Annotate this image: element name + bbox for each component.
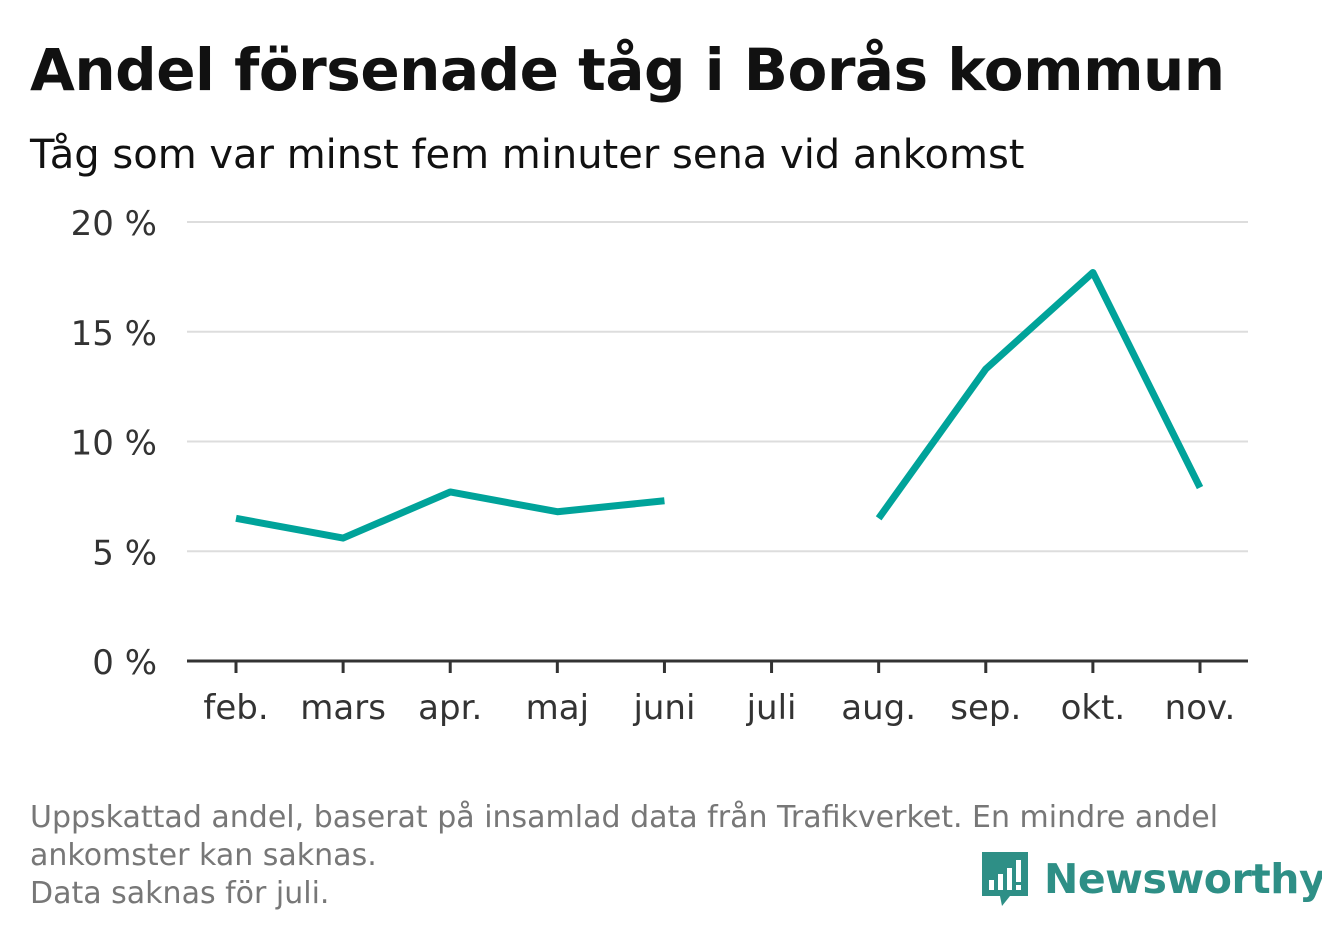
series-lines: [235, 268, 1204, 542]
y-tick-label: 0 %: [92, 643, 157, 683]
footnote-line-2: ankomster kan saknas.: [30, 838, 377, 873]
chart-title: Andel försenade tåg i Borås kommun: [30, 36, 1225, 104]
x-axis-ticks: feb. mars apr. maj juni juli aug. sep. okt. nov.: [203, 661, 1235, 728]
chart-subtitle: Tåg som var minst fem minuter sena vid a…: [30, 132, 1025, 178]
y-tick-label: 20 %: [71, 204, 157, 244]
x-tick-label: maj: [526, 688, 589, 728]
x-tick-label: apr.: [418, 688, 482, 728]
x-tick-label: sep.: [950, 688, 1021, 728]
x-tick-label: feb.: [203, 688, 268, 728]
brand-name: Newsworthy: [1044, 855, 1322, 903]
line-chart: 0 % 5 % 10 % 15 % 20 % feb. mars apr. maj juni ju…: [71, 204, 1248, 728]
footnote-line-3: Data saknas för juli.: [30, 876, 330, 911]
newsworthy-logo-icon: [982, 852, 1028, 906]
x-tick-label: juli: [746, 688, 797, 728]
y-axis-ticks: 0 % 5 % 10 % 15 % 20 %: [71, 204, 157, 683]
gridlines: [187, 221, 1248, 553]
x-tick-label: nov.: [1165, 688, 1236, 728]
y-tick-label: 15 %: [71, 314, 157, 354]
x-tick-label: aug.: [841, 688, 916, 728]
footnote-line-1: Uppskattad andel, baserat på insamlad da…: [30, 800, 1219, 835]
series-line-segment: [875, 268, 1204, 521]
y-tick-label: 10 %: [71, 424, 157, 464]
series-line-segment: [235, 488, 665, 542]
newsworthy-logo: Newsworthy: [980, 850, 1322, 908]
y-tick-label: 5 %: [92, 533, 157, 573]
x-tick-label: okt.: [1061, 688, 1126, 728]
x-tick-label: juni: [632, 688, 695, 728]
x-tick-label: mars: [300, 688, 386, 728]
